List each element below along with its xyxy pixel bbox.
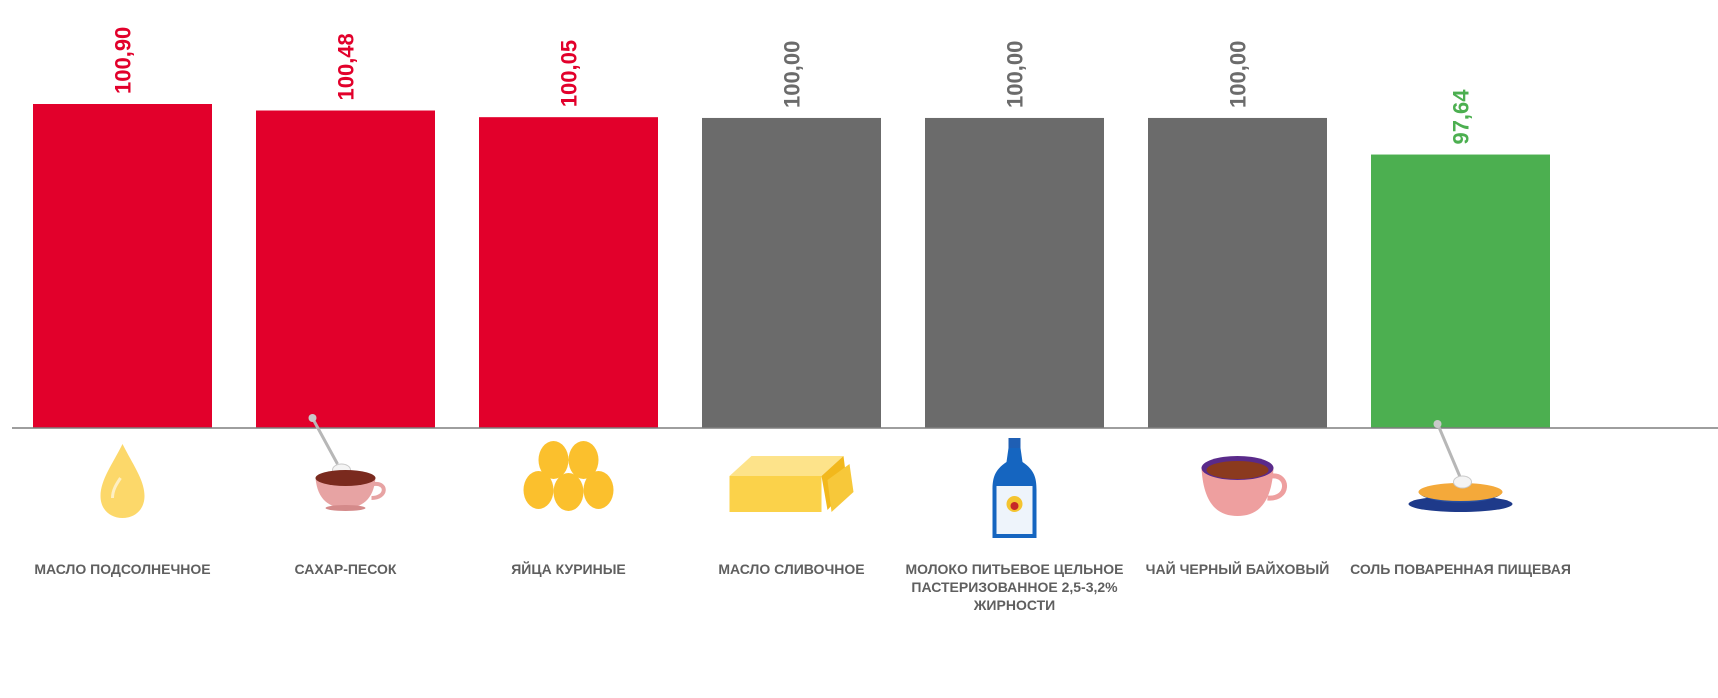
category-label: МАСЛО ПОДСОЛНЕЧНОЕ	[34, 561, 211, 577]
value-label: 100,05	[557, 40, 582, 107]
butter-icon	[729, 456, 854, 512]
category-label: СОЛЬ ПОВАРЕННАЯ ПИЩЕВАЯ	[1350, 561, 1571, 577]
oil-drop-icon	[100, 444, 145, 518]
category-label: МОЛОКО ПИТЬЕВОЕ ЦЕЛЬНОЕ ПАСТЕРИЗОВАННОЕ …	[905, 561, 1124, 613]
category-label: МАСЛО СЛИВОЧНОЕ	[718, 561, 865, 577]
category-label: ЧАЙ ЧЕРНЫЙ БАЙХОВЫЙ	[1145, 561, 1330, 577]
bar	[1371, 154, 1550, 429]
tea-cup-icon	[1201, 456, 1287, 516]
bar	[33, 104, 212, 428]
bar	[702, 117, 881, 429]
bar	[256, 110, 435, 429]
bar	[925, 117, 1104, 429]
milk-bottle-icon	[992, 438, 1037, 538]
value-label: 100,48	[334, 33, 359, 100]
category-label: ЯЙЦА КУРИНЫЕ	[511, 561, 626, 577]
bar	[479, 117, 658, 428]
category-label: САХАР-ПЕСОК	[294, 561, 397, 577]
eggs-icon	[523, 441, 614, 511]
value-label: 97,64	[1449, 89, 1474, 145]
sugar-cup-icon	[308, 414, 386, 511]
salt-bowl-icon	[1408, 420, 1513, 512]
value-label: 100,00	[1003, 41, 1028, 108]
value-label: 100,90	[111, 27, 136, 94]
value-label: 100,00	[1226, 41, 1251, 108]
value-label: 100,00	[780, 41, 805, 108]
bar	[1148, 117, 1327, 429]
